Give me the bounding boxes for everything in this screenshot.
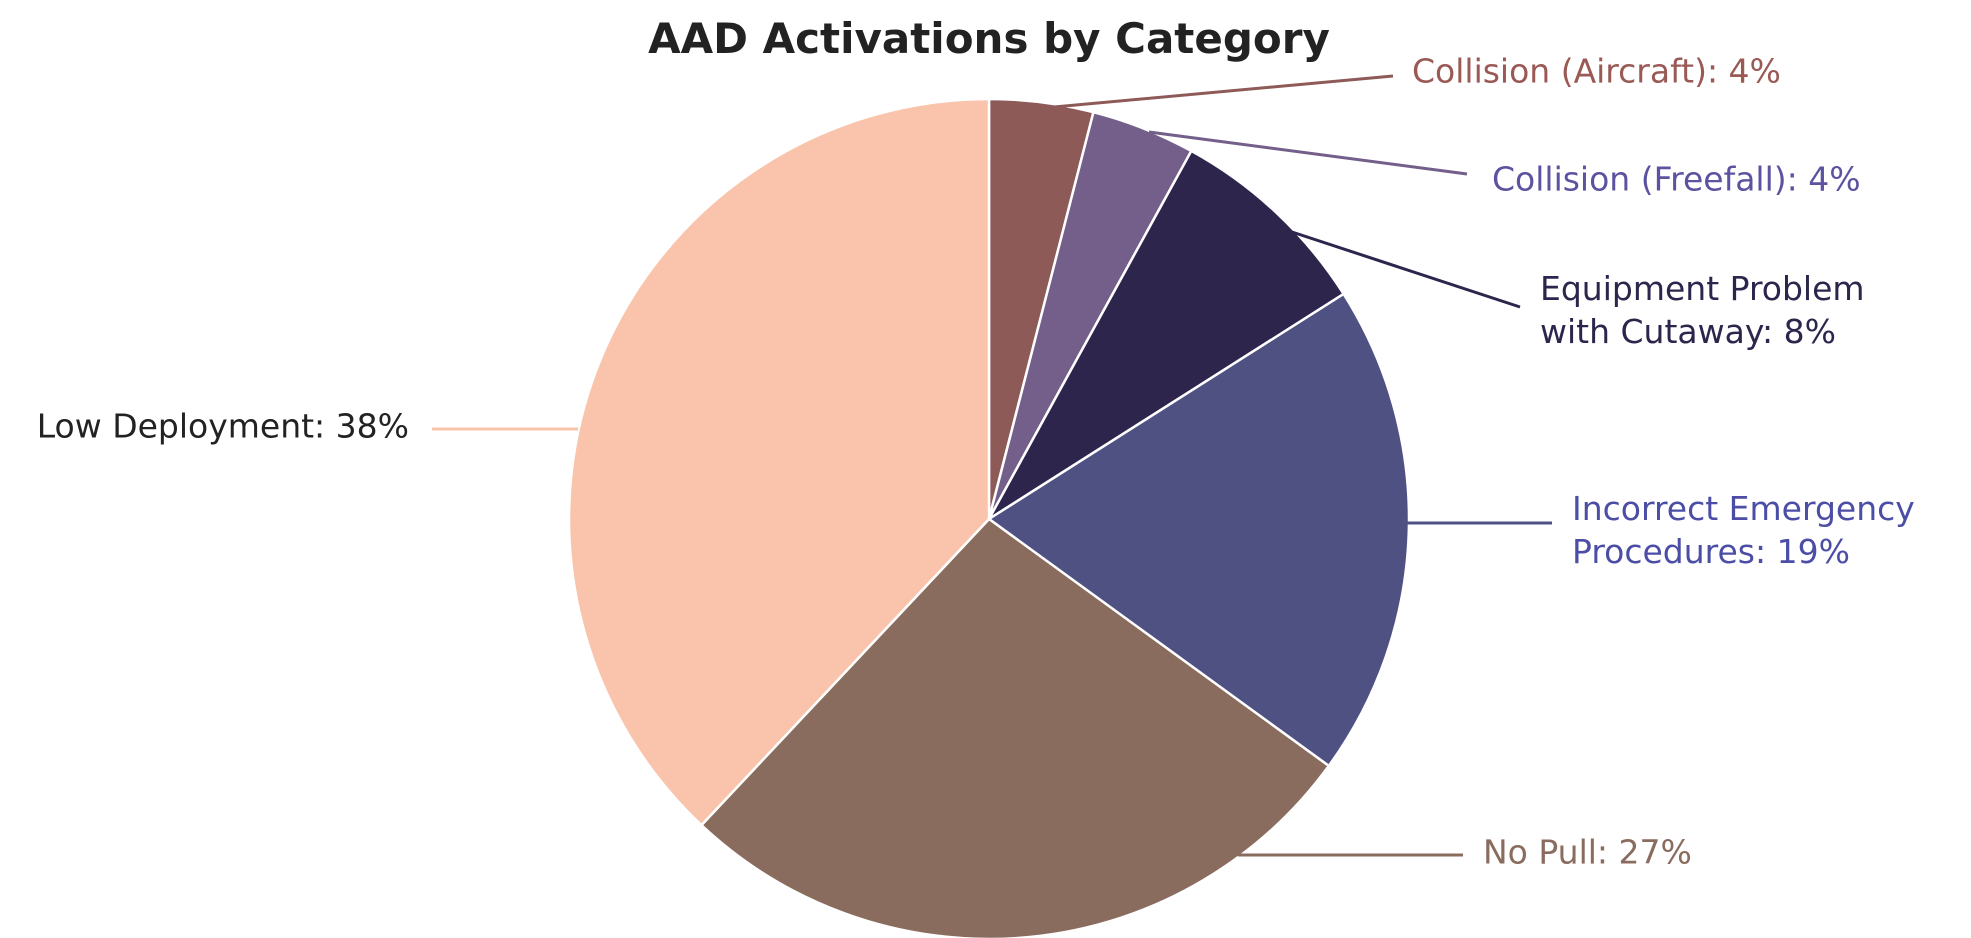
pie-slice	[567, 97, 991, 827]
pie-slice	[699, 517, 1331, 938]
leader-line	[1288, 229, 1521, 309]
slice-label: Low Deployment: 38%	[36, 406, 409, 446]
slice-label: Incorrect Emergency Procedures: 19%	[1572, 489, 1915, 571]
pie-slice	[986, 292, 1411, 768]
chart-title: AAD Activations by Category	[648, 14, 1330, 63]
pie-slice	[987, 149, 1346, 521]
slice-label: Equipment Problem with Cutaway: 8%	[1540, 269, 1865, 351]
slice-label: No Pull: 27%	[1483, 832, 1692, 872]
slice-label: Collision (Freefall): 4%	[1492, 159, 1861, 199]
leader-line	[1148, 130, 1468, 176]
slice-label: Collision (Aircraft): 4%	[1412, 51, 1781, 91]
leader-line	[1053, 74, 1394, 109]
